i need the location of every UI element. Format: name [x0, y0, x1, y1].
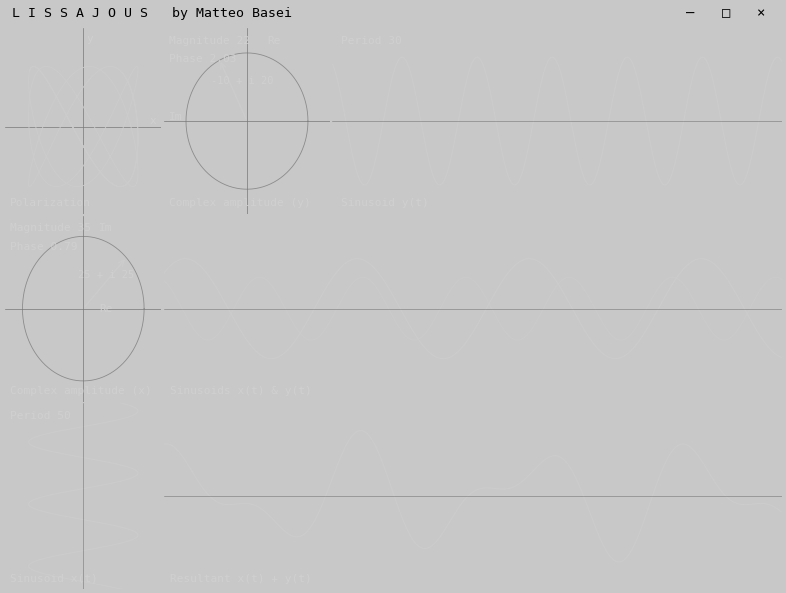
Text: y: y	[86, 34, 94, 44]
Text: Complex amplitude (x): Complex amplitude (x)	[9, 386, 152, 396]
Text: □: □	[722, 7, 730, 21]
Text: x: x	[150, 116, 156, 126]
Text: L I S S A J O U S   by Matteo Basei: L I S S A J O U S by Matteo Basei	[12, 7, 292, 20]
Text: Re: Re	[99, 304, 112, 314]
Text: Period 30: Period 30	[341, 36, 402, 46]
Text: Sinusoids x(t) & y(t): Sinusoids x(t) & y(t)	[170, 386, 312, 396]
Text: Period 50: Period 50	[9, 411, 71, 421]
Text: 25 + i 25: 25 + i 25	[78, 270, 134, 280]
Text: —: —	[686, 7, 694, 21]
Text: Im: Im	[99, 223, 112, 233]
Text: Magnitude 22: Magnitude 22	[169, 36, 250, 46]
Text: Resultant x(t) + y(t): Resultant x(t) + y(t)	[170, 573, 312, 584]
Text: Complex amplitude (y): Complex amplitude (y)	[169, 199, 310, 208]
Text: Re: Re	[267, 36, 281, 46]
Text: Polarization: Polarization	[9, 199, 91, 208]
Text: Phase 0.79: Phase 0.79	[9, 242, 77, 252]
Text: Phase 2.03: Phase 2.03	[169, 54, 237, 64]
Text: -10 + i 20: -10 + i 20	[211, 76, 274, 86]
Text: Magnitude 35: Magnitude 35	[9, 223, 91, 233]
Text: Sinusoid y(t): Sinusoid y(t)	[341, 199, 429, 208]
Text: ×: ×	[757, 7, 765, 21]
Text: Im: Im	[169, 112, 182, 122]
Text: Sinusoid x(t): Sinusoid x(t)	[9, 573, 97, 584]
